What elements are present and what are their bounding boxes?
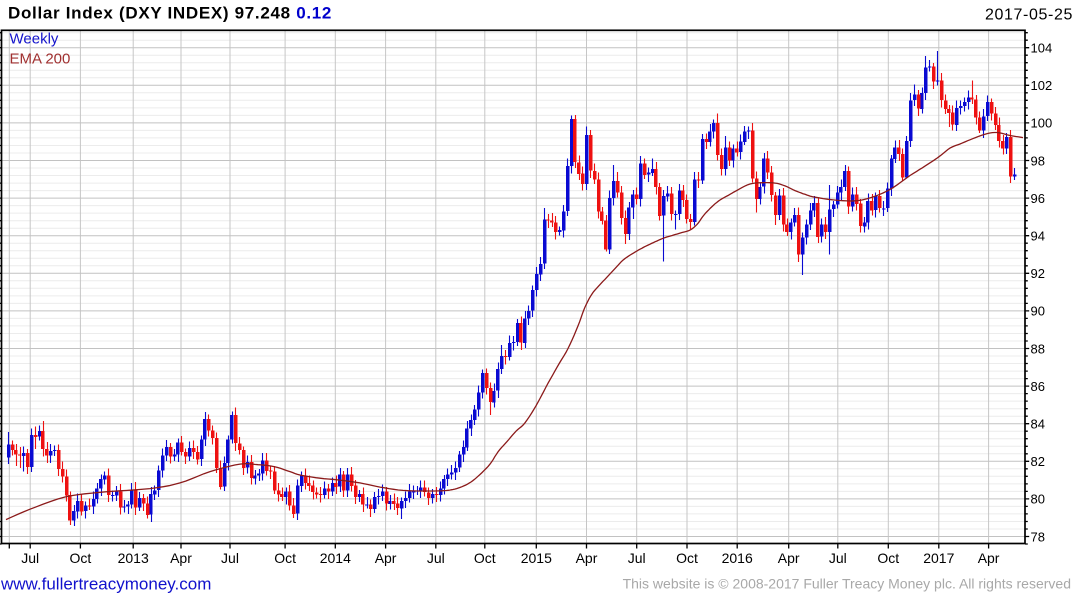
svg-text:Jul: Jul [21, 550, 39, 566]
svg-text:2015: 2015 [521, 550, 552, 566]
svg-text:EMA 200: EMA 200 [10, 51, 71, 68]
svg-text:Weekly: Weekly [10, 31, 59, 48]
svg-text:Oct: Oct [877, 550, 899, 566]
svg-text:Jul: Jul [829, 550, 847, 566]
svg-text:2016: 2016 [722, 550, 753, 566]
svg-text:Apr: Apr [778, 550, 800, 566]
svg-text:Jul: Jul [221, 550, 239, 566]
svg-text:100: 100 [1031, 116, 1053, 131]
svg-text:82: 82 [1031, 454, 1045, 469]
svg-text:2017: 2017 [923, 550, 954, 566]
svg-text:Oct: Oct [676, 550, 698, 566]
svg-text:96: 96 [1031, 191, 1045, 206]
svg-text:Apr: Apr [170, 550, 192, 566]
svg-text:Oct: Oct [274, 550, 296, 566]
svg-text:90: 90 [1031, 304, 1045, 319]
svg-text:Apr: Apr [576, 550, 598, 566]
svg-text:Apr: Apr [978, 550, 1000, 566]
svg-text:102: 102 [1031, 78, 1053, 93]
svg-text:www.fullertreacymoney.com: www.fullertreacymoney.com [0, 575, 211, 594]
svg-text:94: 94 [1031, 229, 1045, 244]
svg-text:Oct: Oct [474, 550, 496, 566]
svg-text:2014: 2014 [320, 550, 351, 566]
svg-text:Jul: Jul [628, 550, 646, 566]
svg-text:84: 84 [1031, 417, 1045, 432]
svg-text:2013: 2013 [118, 550, 149, 566]
svg-text:2017-05-25: 2017-05-25 [985, 7, 1073, 24]
svg-text:78: 78 [1031, 529, 1045, 544]
svg-text:104: 104 [1031, 41, 1053, 56]
svg-text:Jul: Jul [427, 550, 445, 566]
svg-text:86: 86 [1031, 379, 1045, 394]
svg-text:98: 98 [1031, 153, 1045, 168]
svg-text:Apr: Apr [375, 550, 397, 566]
svg-text:This website is © 2008-2017 Fu: This website is © 2008-2017 Fuller Treac… [623, 576, 1071, 592]
svg-text:80: 80 [1031, 492, 1045, 507]
svg-text:Oct: Oct [70, 550, 92, 566]
svg-text:Dollar Index (DXY INDEX) 97.24: Dollar Index (DXY INDEX) 97.248 0.12 [8, 4, 332, 23]
svg-text:88: 88 [1031, 341, 1045, 356]
svg-text:92: 92 [1031, 266, 1045, 281]
